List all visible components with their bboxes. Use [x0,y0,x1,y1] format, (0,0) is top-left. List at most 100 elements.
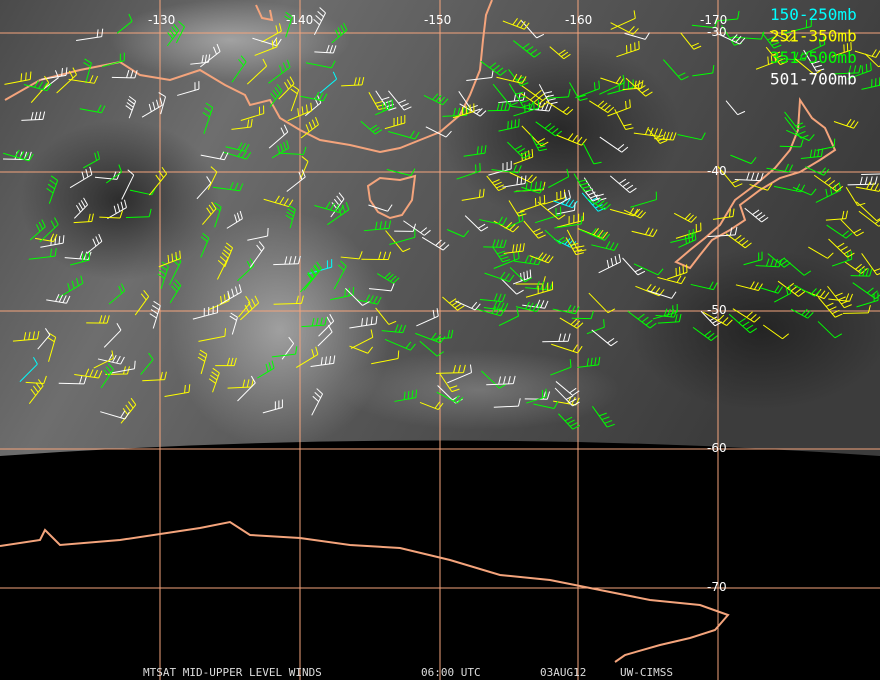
wind-barb-flag [219,256,227,263]
wind-barb-flag [858,65,862,74]
wind-barb-flag [28,153,34,162]
wind-barb-staff [305,62,332,69]
wind-barb-flag [310,268,316,276]
wind-barb-flag [498,253,507,257]
wind-barb-flag [492,239,496,248]
wind-barb-staff [419,340,438,357]
wind-barb-flag [435,334,441,342]
wind-barb-flag [539,186,545,194]
wind-barb-flag [158,92,166,98]
wind-barb-flag [316,261,322,269]
wind-barb-flag [536,33,545,39]
wind-barb-flag [684,235,687,244]
wind-barb-flag [595,193,604,197]
wind-barb-flag [540,281,545,290]
wind-barb-flag [546,391,551,400]
wind-barb-staff [794,58,815,76]
wind-barb-flag [167,32,174,40]
wind-barb-flag [178,20,185,28]
wind-barb-flag [316,388,323,395]
wind-barb-flag [407,390,410,400]
wind-barb-flag [244,143,250,152]
wind-barb-flag [402,324,407,333]
wind-barb-staff [111,76,135,79]
wind-barb-flag [19,151,25,159]
wind-barb-flag [286,59,291,68]
wind-barb-flag [320,317,323,326]
wind-barb-flag [224,245,232,252]
wind-barb-flag [83,376,87,385]
wind-barb-flag [527,174,533,182]
wind-barb-flag [128,401,134,409]
wind-barb-flag [500,256,509,260]
wind-barb-flag [623,123,632,127]
wind-barb-flag [410,168,416,176]
wind-barb-flag [498,216,503,225]
legend-entry: 351-500mb [770,48,857,67]
legend-entry: 251-350mb [770,27,857,46]
wind-barb-flag [521,76,527,84]
wind-barb-flag [287,208,295,214]
wind-barb-flag [439,336,446,344]
wind-barb-flag [640,80,644,89]
wind-barb-flag [61,68,63,77]
wind-barb-flag [231,288,235,297]
wind-barb-flag [333,355,336,364]
wind-barb-flag [598,200,605,207]
wind-barb-flag [570,305,576,314]
wind-barb-flag [152,304,160,311]
wind-barb-flag [392,277,400,284]
wind-barb-staff [500,278,517,295]
wind-barb-flag [568,88,571,97]
wind-barb-flag [265,363,269,372]
wind-barb-flag [480,226,489,232]
wind-barb-flag [295,346,298,355]
wind-barb-flag [34,111,38,120]
wind-barb-flag [645,91,653,97]
wind-barb-flag [369,124,378,130]
wind-barb-flag [648,228,654,236]
wind-barb-staff [246,65,267,85]
wind-barb-flag [50,220,56,228]
wind-barb-flag [518,213,527,217]
wind-barb-flag [239,183,244,191]
wind-barb-flag [476,108,483,115]
wind-barb-flag [175,279,182,286]
wind-barb-flag [834,313,843,318]
wind-barb-flag [804,52,809,61]
wind-barb-flag [167,254,170,264]
wind-barb-flag [491,179,500,184]
wind-barb-flag [652,229,658,237]
wind-barb-flag [570,318,578,325]
wind-barb-flag [567,133,574,141]
wind-barb-flag [36,330,40,340]
wind-barb-flag [80,200,86,208]
wind-barb-flag [742,321,750,327]
wind-barb-flag [526,270,529,279]
wind-barb-flag [866,181,871,190]
wind-barb-flag [566,168,570,177]
wind-barb-flag [208,204,214,212]
wind-barb-flag [525,182,528,191]
wind-barb-staff [129,189,152,196]
wind-barb-flag [47,337,55,343]
wind-barb-flag [856,231,864,237]
wind-barb-flag [593,228,599,236]
wind-barb-flag [694,231,697,240]
wind-barb-flag [514,145,523,150]
wind-barb-flag [116,323,122,331]
wind-barb-staff [725,100,739,115]
wind-barb-flag [171,285,178,293]
wind-barb-flag [523,153,531,159]
wind-barb-flag [457,396,464,404]
wind-barb-flag [566,108,574,115]
wind-barb-flag [160,265,168,271]
wind-barb-flag [741,239,749,246]
wind-barb-flag [497,250,505,255]
wind-barb-flag [537,252,544,260]
wind-barb-staff [779,145,801,148]
wind-barb-flag [390,283,395,292]
wind-barb-flag [66,295,71,304]
wind-barb-flag [875,50,880,58]
wind-barb-flag [599,412,607,417]
